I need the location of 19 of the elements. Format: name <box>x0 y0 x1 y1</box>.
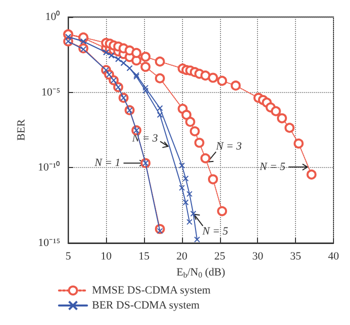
y-tick-label: 10⁻¹⁵ <box>38 237 60 249</box>
annotation: N = 3 <box>215 140 242 153</box>
x-tick-label: 40 <box>328 250 340 262</box>
x-tick-label: 10 <box>100 250 112 262</box>
x-tick-label: 5 <box>65 250 72 262</box>
x-tick-label: 15 <box>138 250 150 262</box>
y-tick-label: 10⁰ <box>45 10 60 23</box>
x-tick-label: 35 <box>290 250 302 262</box>
x-tick-label: 20 <box>176 250 188 262</box>
legend-label: MMSE DS-CDMA system <box>92 284 212 296</box>
annotation: N = 1 <box>94 157 120 170</box>
x-tick-label: 30 <box>252 250 264 262</box>
annotation: N = 5 <box>258 161 286 174</box>
x-tick-label: 25 <box>214 250 226 262</box>
y-tick-label: 10⁻⁵ <box>41 86 60 98</box>
annotation: N = 5 <box>201 226 229 238</box>
legend-label: BER DS-CDMA system <box>92 300 200 312</box>
y-axis-title: BER <box>16 118 28 141</box>
y-tick-label: 10⁻¹⁰ <box>38 160 60 174</box>
